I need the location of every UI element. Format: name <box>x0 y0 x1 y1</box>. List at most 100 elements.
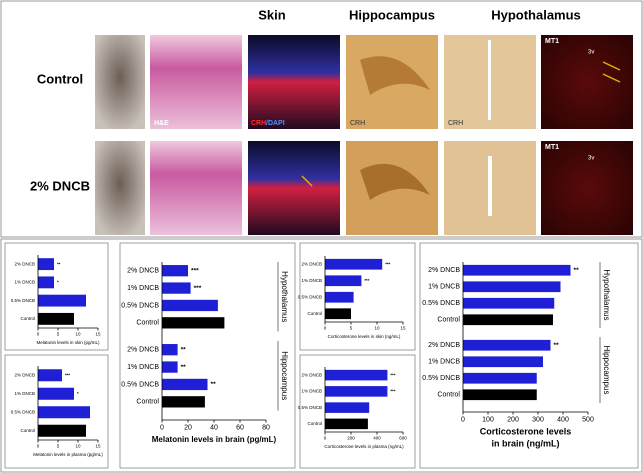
x-tick-label: 200 <box>507 417 519 424</box>
significance: ** <box>554 342 560 349</box>
category-label: Control <box>136 399 159 406</box>
image-label: H&E <box>154 120 169 127</box>
x-tick-label: 15 <box>95 443 101 448</box>
image-row <box>95 141 633 235</box>
he-stain <box>150 141 242 235</box>
category-label: 2% DNCB <box>428 342 460 349</box>
bar <box>162 317 225 329</box>
category-label: 1% DNCB <box>428 284 460 291</box>
x-tick-label: 10 <box>75 331 81 336</box>
x-tick-label: 0 <box>461 417 465 424</box>
image-label: CRH <box>448 120 463 127</box>
category-label: 1% DNCB <box>14 280 35 285</box>
bar <box>463 297 555 309</box>
image-label: 3v <box>588 156 594 162</box>
x-tick-label: 0 <box>37 331 40 336</box>
x-tick-label: 20 <box>184 425 192 432</box>
x-tick-label: 500 <box>582 417 594 424</box>
category-label: 0.5% DNCB <box>11 298 35 303</box>
group-label: Hypothalamus <box>280 271 289 322</box>
significance: * <box>57 280 59 285</box>
bar <box>325 291 354 303</box>
bar <box>162 265 188 277</box>
chart-title: Corticosterone levels in plasma (ng/mL) <box>324 444 404 449</box>
bar <box>325 275 362 287</box>
row-label: Control <box>37 71 83 86</box>
significance: *** <box>385 261 390 266</box>
bar <box>162 396 205 408</box>
significance: ** <box>57 261 61 266</box>
image-label: MT1 <box>545 38 559 45</box>
category-label: Control <box>437 392 460 399</box>
category-label: 1% DNCB <box>127 285 159 292</box>
arrow <box>301 175 313 187</box>
bar <box>38 312 74 325</box>
ventricle <box>488 40 491 120</box>
x-tick-label: 10 <box>374 325 380 330</box>
bar <box>162 378 208 391</box>
category-label: 0.5% DNCB <box>11 409 35 414</box>
x-tick-label: 80 <box>262 425 270 432</box>
category-label: 0.5% DNCB <box>298 405 322 410</box>
category-label: 1% DNCB <box>127 364 159 371</box>
fluorescence <box>248 35 340 129</box>
significance: *** <box>194 285 202 292</box>
category-label: Control <box>307 311 322 316</box>
significance: *** <box>390 389 395 394</box>
mouse-photo <box>95 141 145 235</box>
significance: ** <box>211 381 217 388</box>
category-label: Control <box>307 421 322 426</box>
image-row <box>95 35 633 129</box>
chart-title: Corticosterone levels in skin (ng/mL) <box>328 334 401 339</box>
bar <box>325 418 368 430</box>
chart-frame <box>4 354 109 469</box>
category-label: 0.5% DNCB <box>422 375 460 382</box>
x-tick-label: 0 <box>160 425 164 432</box>
bar <box>463 389 537 401</box>
x-tick-label: 600 <box>399 435 407 440</box>
category-label: 1% DNCB <box>301 278 322 283</box>
x-tick-label: 0 <box>324 325 327 330</box>
significance: ** <box>574 267 580 274</box>
chart-frame <box>419 242 639 469</box>
significance: *** <box>390 372 395 377</box>
x-tick-label: 40 <box>210 425 218 432</box>
bar <box>325 258 383 270</box>
image-label: CRH <box>251 120 266 127</box>
chart-title: Corticosterone levels <box>480 426 572 436</box>
chart-frame <box>299 354 416 469</box>
category-label: Control <box>20 316 35 321</box>
bar <box>38 369 62 382</box>
category-label: 2% DNCB <box>301 261 322 266</box>
x-tick-label: 200 <box>347 435 355 440</box>
bar <box>162 299 218 312</box>
image-label: CRH <box>350 120 365 127</box>
x-tick-label: 60 <box>236 425 244 432</box>
x-tick-label: 100 <box>482 417 494 424</box>
row-label: 2% DNCB <box>30 178 90 193</box>
bar <box>38 294 86 307</box>
x-tick-label: 5 <box>57 331 60 336</box>
significance: * <box>77 391 79 396</box>
x-tick-label: 15 <box>95 331 101 336</box>
significance: *** <box>65 372 70 377</box>
bar <box>325 386 388 397</box>
category-label: 1% DNCB <box>301 389 322 394</box>
category-label: Control <box>437 317 460 324</box>
category-label: 2% DNCB <box>14 372 35 377</box>
tissue <box>360 163 430 200</box>
bar <box>38 424 86 437</box>
significance: *** <box>191 267 199 274</box>
ventricle <box>488 156 492 216</box>
bar <box>325 369 388 381</box>
bar <box>463 314 553 326</box>
x-tick-label: 400 <box>373 435 381 440</box>
bar <box>463 372 537 384</box>
tissue <box>360 56 430 95</box>
category-label: Control <box>136 320 159 327</box>
bar <box>325 402 370 413</box>
bar <box>463 264 571 276</box>
bar <box>162 361 178 373</box>
category-label: 1% DNCB <box>428 359 460 366</box>
image-label: /DAPI <box>266 120 285 127</box>
